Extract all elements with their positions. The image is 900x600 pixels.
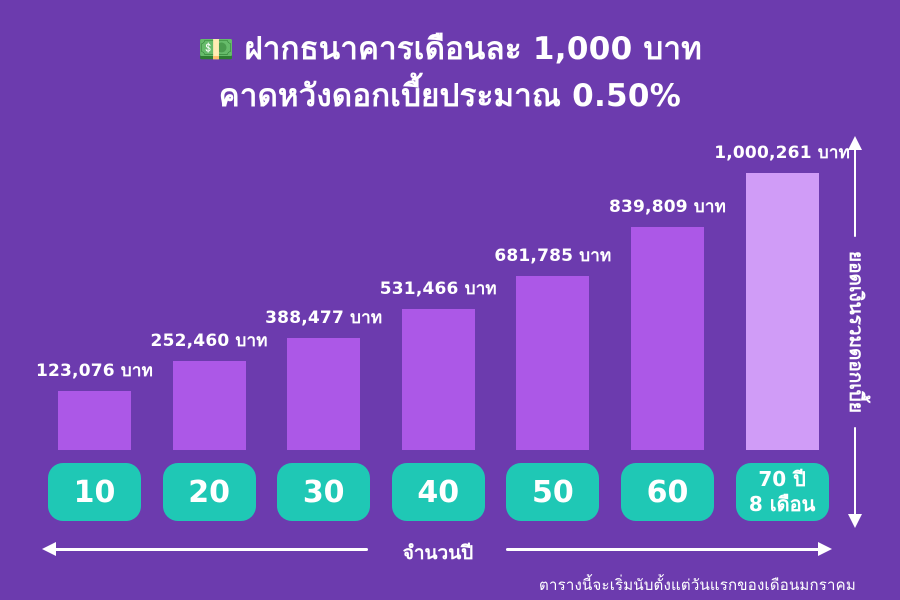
- y-axis-line-top: [853, 149, 857, 237]
- bar-value-label: 123,076 บาท: [35, 361, 154, 381]
- y-axis-line-bottom: [853, 427, 857, 515]
- y-axis-label: ยอดเงินรวมดอกเบี้ย: [845, 251, 867, 413]
- x-axis-arrowhead-left-icon: [42, 542, 56, 556]
- x-category-badge: 30: [277, 463, 371, 521]
- bar: [516, 276, 590, 450]
- bar-value-label: 1,000,261 บาท: [714, 143, 850, 163]
- y-axis-arrowhead-down-icon: [847, 514, 862, 528]
- bar-value-label: 681,785 บาท: [494, 246, 612, 266]
- x-category-badge: 70 ปี 8 เดือน: [735, 463, 829, 521]
- money-banknote-icon: 💵: [198, 32, 235, 66]
- y-axis-arrowhead-up-icon: [847, 136, 862, 150]
- title-line-1-text: ฝากธนาคารเดือนละ 1,000 บาท: [244, 31, 702, 67]
- x-category-badge: 50: [506, 463, 600, 521]
- bar-value-label: 252,460 บาท: [150, 331, 268, 351]
- x-category-badge: 60: [621, 463, 714, 521]
- bar: [172, 361, 246, 450]
- bar: [287, 338, 361, 450]
- x-axis-line-left: [54, 548, 368, 551]
- bar: [58, 391, 131, 450]
- bar-value-label: 531,466 บาท: [379, 279, 497, 299]
- bar-value-label: 388,477 บาท: [265, 308, 383, 328]
- title-line-1: 💵 ฝากธนาคารเดือนละ 1,000 บาท: [0, 26, 900, 73]
- x-category-badge: 40: [391, 463, 485, 521]
- x-axis-line-right: [506, 548, 820, 551]
- bar: [631, 227, 704, 450]
- x-axis-arrowhead-right-icon: [818, 542, 832, 556]
- bar-value-label: 839,809 บาท: [608, 197, 727, 217]
- x-axis-label: จำนวนปี: [402, 542, 474, 564]
- chart-title: 💵 ฝากธนาคารเดือนละ 1,000 บาท คาดหวังดอกเบ…: [0, 26, 900, 120]
- title-line-2: คาดหวังดอกเบี้ยประมาณ 0.50%: [218, 78, 682, 115]
- x-category-badge: 20: [162, 463, 256, 521]
- x-category-badge: 10: [48, 463, 141, 521]
- bar: [745, 173, 819, 450]
- bar: [401, 309, 475, 450]
- footnote: ตารางนี้จะเริ่มนับตั้งแต่วันแรกของเดือนม…: [539, 576, 856, 594]
